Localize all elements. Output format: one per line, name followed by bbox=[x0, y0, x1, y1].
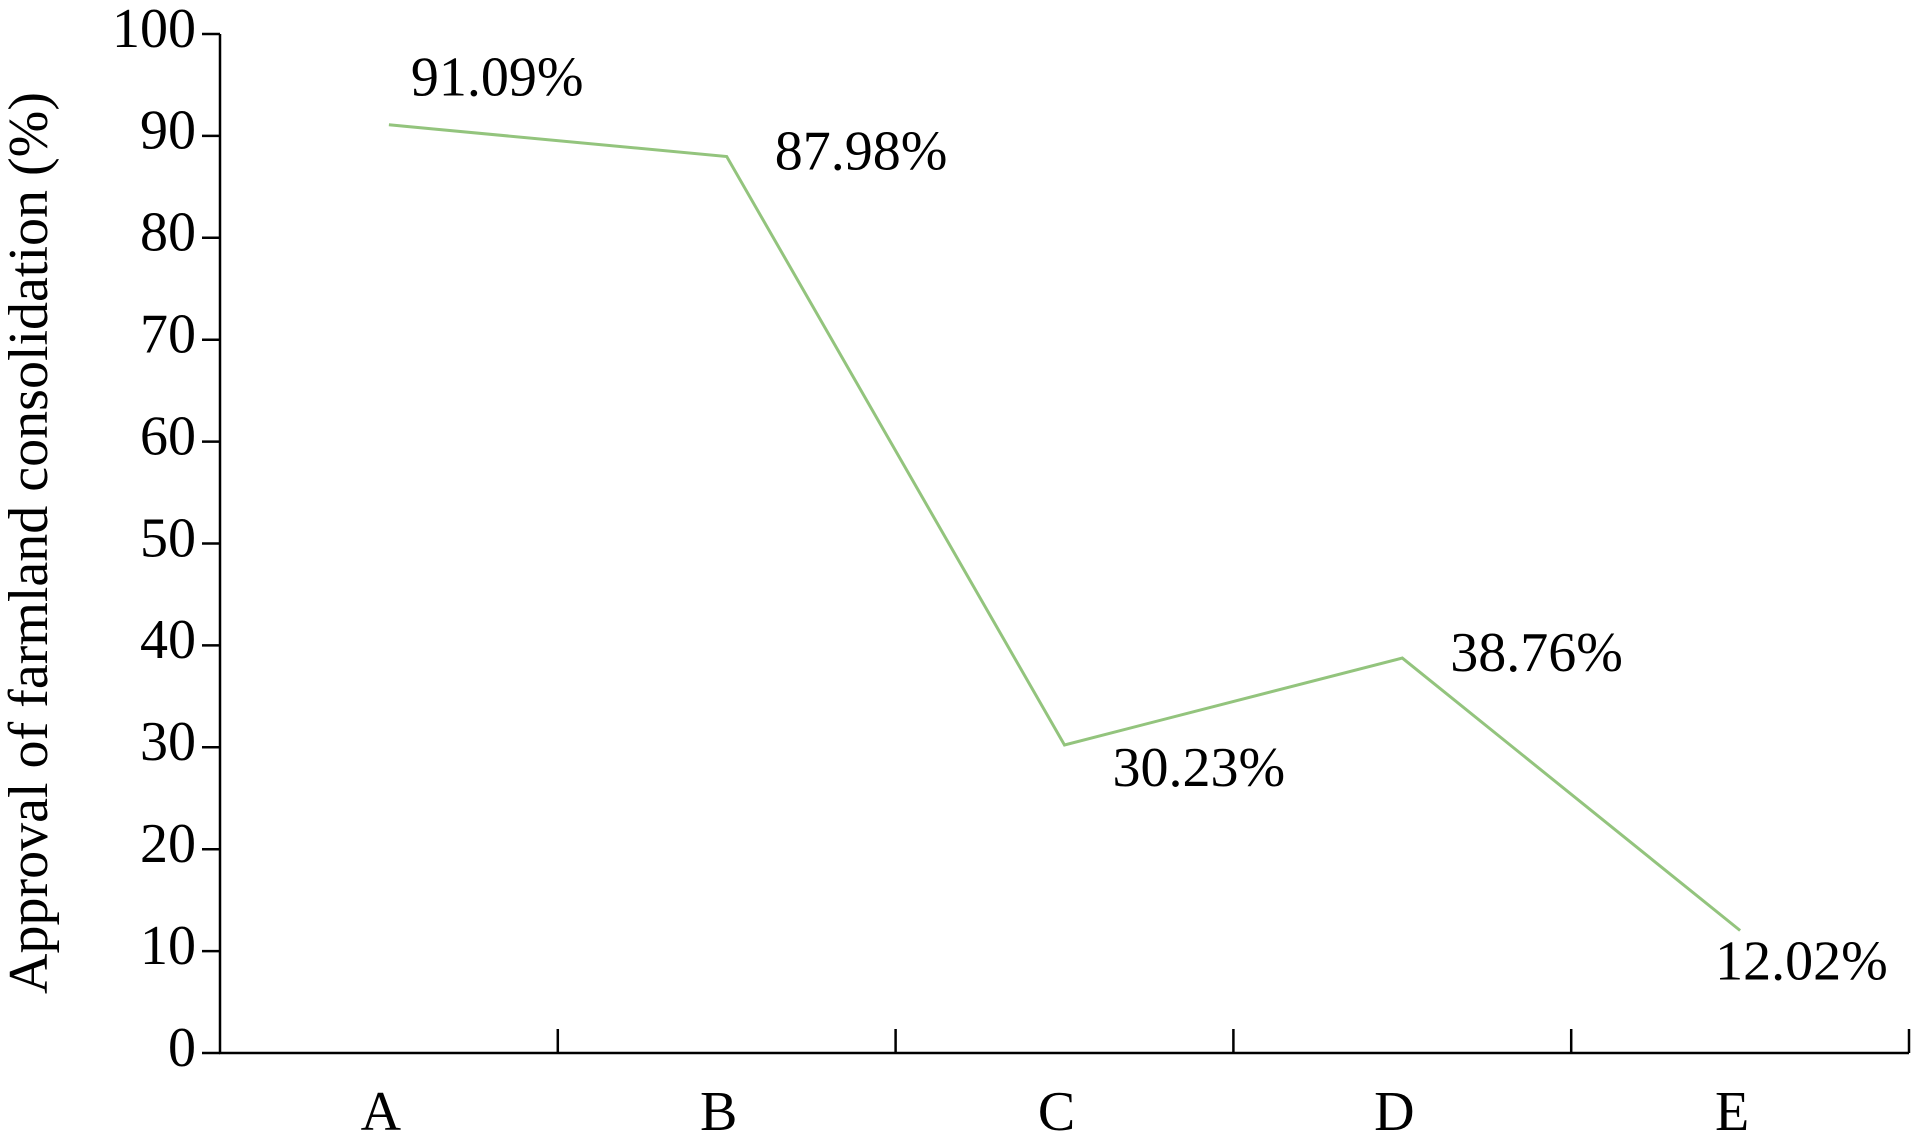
x-tick-label: E bbox=[1715, 1081, 1749, 1139]
y-tick-label: 90 bbox=[140, 100, 196, 162]
y-tick-label: 40 bbox=[140, 609, 196, 671]
data-label: 12.02% bbox=[1715, 930, 1888, 992]
y-tick-label: 0 bbox=[168, 1017, 196, 1079]
y-tick-label: 50 bbox=[140, 507, 196, 569]
y-tick-label: 10 bbox=[140, 915, 196, 977]
data-label: 87.98% bbox=[775, 120, 948, 182]
data-label: 38.76% bbox=[1450, 622, 1623, 684]
x-tick-label: C bbox=[1038, 1081, 1075, 1139]
line bbox=[388, 123, 1742, 932]
y-tick-label: 100 bbox=[112, 0, 196, 60]
x-tick-label: D bbox=[1374, 1081, 1414, 1139]
y-axis-label: Approval of farmland consolidation (%) bbox=[0, 92, 60, 994]
y-tick-label: 20 bbox=[140, 813, 196, 875]
x-tick-label: B bbox=[700, 1081, 737, 1139]
y-tick-label: 80 bbox=[140, 202, 196, 264]
x-tick-label: A bbox=[361, 1081, 402, 1139]
data-label: 30.23% bbox=[1113, 737, 1286, 799]
y-tick-label: 70 bbox=[140, 304, 196, 366]
data-label: 91.09% bbox=[411, 47, 584, 109]
y-tick-label: 30 bbox=[140, 711, 196, 773]
y-tick-label: 60 bbox=[140, 405, 196, 467]
